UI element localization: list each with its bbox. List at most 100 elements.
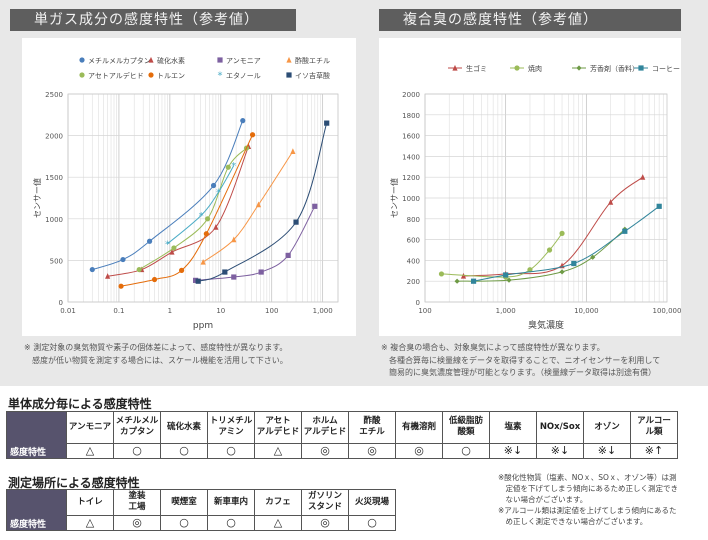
data-point: [324, 120, 330, 126]
legend-label: 芳香剤（香料）: [590, 64, 639, 73]
data-point: [285, 252, 291, 259]
y-tick-label: 2000: [45, 133, 63, 141]
data-point: [503, 272, 509, 278]
note-line: ※ 複合臭の場合も、対象臭気によって感度特性が異なります。: [381, 343, 605, 352]
x-tick-label: 10: [216, 307, 225, 315]
y-tick-label: 600: [407, 237, 420, 245]
column-header: アンモニア: [66, 411, 114, 444]
footnotes: ※酸化性物質（塩素、NOｘ、SOｘ、オゾン等）は測 定値を下げてしまう傾向にある…: [498, 472, 703, 527]
sensitivity-value: ※↓: [489, 442, 537, 460]
note-line: 感度が低い物質を測定する場合には、スケール機能を活用して下さい。: [24, 355, 288, 365]
series: [136, 145, 250, 273]
data-point: [290, 148, 296, 155]
data-point: [171, 245, 177, 251]
column-header: 酢酸 エチル: [348, 411, 396, 444]
data-point: [559, 230, 565, 236]
y-tick-label: 2000: [402, 91, 420, 99]
series-line: [195, 206, 316, 281]
legend-label: 硫化水素: [157, 56, 185, 65]
note-line: 簡易的に臭気濃度管理が可能となります。（検量線データ取得は別途有償）: [381, 368, 656, 377]
complex-odor-chart-panel: 0 200 400 600 800 1000 1200 1400 1600 1800 2000 100…: [379, 38, 681, 336]
data-point: [258, 269, 264, 275]
data-point: [120, 256, 126, 263]
sensitivity-value: △: [66, 514, 114, 532]
data-point: [240, 118, 246, 124]
x-axis-label: 臭気濃度: [528, 319, 564, 331]
y-tick-label: 1200: [402, 174, 420, 182]
data-point: [249, 132, 256, 138]
data-point: [169, 248, 175, 255]
y-tick-label: 1000: [45, 216, 63, 224]
data-point: [656, 203, 662, 209]
sensitivity-value: ◎: [395, 442, 443, 460]
data-point: [146, 238, 153, 244]
legend-label: メチルメルカプタン: [88, 56, 151, 65]
y-tick-label: 500: [50, 257, 63, 265]
column-header: 新車車内: [207, 489, 255, 516]
y-tick-label: 1500: [45, 174, 63, 182]
legend-label: トルエン: [157, 72, 185, 80]
x-tick-label: 1,000: [496, 307, 516, 315]
note-line: ※ 測定対象の臭気物質や素子の個体差によって、感度特性が異なります。: [24, 343, 288, 352]
legend-label: イソ吉草酸: [295, 71, 330, 80]
x-tick-label: 1: [168, 307, 172, 315]
plot-area: [424, 93, 668, 303]
sensitivity-value: ○: [160, 514, 208, 532]
series: * * * *: [165, 161, 236, 250]
legend-label: コーヒー: [652, 65, 680, 73]
data-point: [148, 56, 154, 63]
x-tick-label: 100: [265, 307, 278, 315]
series-line: [198, 122, 328, 282]
data-point: [213, 224, 219, 230]
legend-label: エタノール: [226, 71, 261, 80]
x-tick-label: 100: [418, 307, 431, 315]
series: [118, 132, 256, 289]
series-line: [202, 151, 294, 263]
y-tick-label: 1400: [402, 153, 420, 161]
data-point: [136, 266, 142, 273]
sensitivity-value: ◎: [348, 442, 396, 460]
data-point: [576, 65, 582, 71]
footnote-line: ない場合がございます。: [498, 495, 588, 504]
sensitivity-value: △: [254, 514, 302, 532]
column-header: アルコー ル類: [630, 411, 678, 444]
series-line: [167, 165, 235, 245]
sensitivity-value: ○: [348, 514, 396, 532]
row-label-text: 感度特性: [10, 520, 47, 530]
data-point: *: [231, 161, 236, 172]
footnote-line: め正しく測定できない場合がございます。: [498, 517, 648, 526]
right-chart-title: 複合臭の感度特性（参考値）: [379, 9, 681, 31]
series: [192, 203, 318, 283]
footnote-line: ※酸化性物質（塩素、NOｘ、SOｘ、オゾン等）は測: [498, 473, 677, 482]
data-point: [608, 199, 614, 205]
y-axis-label: センサー値: [389, 178, 399, 218]
sensitivity-value: ○: [113, 442, 161, 460]
y-tick-label: 1800: [402, 112, 420, 120]
series: [438, 230, 565, 280]
data-point: [546, 247, 553, 253]
column-header: ホルム アルデヒド: [301, 411, 349, 444]
series: [200, 148, 296, 265]
data-point: [438, 271, 445, 277]
footnote-line: ※アルコール類は測定値を上げてしまう傾向にあるた: [498, 506, 677, 515]
sensitivity-value: ○: [160, 442, 208, 460]
left-chart-title: 単ガス成分の感度特性（参考値）: [10, 9, 296, 31]
location-table: 感度特性 トイレ 塗装 工場 喫煙室 新車車内 カフェ ガソリン スタンド 火災現場 △ ◎ ○ ○ △…: [6, 489, 396, 532]
data-point: [286, 72, 292, 78]
y-tick-label: 2500: [45, 91, 63, 99]
y-tick-label: 800: [407, 216, 420, 224]
data-point: [638, 65, 644, 71]
x-tick-label: 100,000: [653, 307, 681, 315]
data-point: [179, 267, 185, 273]
data-point: [200, 258, 206, 265]
data-point: *: [218, 71, 223, 82]
single-gas-chart-panel: 0 500 1000 1500 2000 2500 0.01 0.1 1 10 100 1,000 セン…: [22, 38, 356, 336]
column-header: 塩素: [489, 411, 537, 444]
x-axis-label: ppm: [193, 321, 213, 331]
grid-lines: [424, 93, 667, 303]
column-header: 火災現場: [348, 489, 396, 516]
column-header: トリメチル アミン: [207, 411, 255, 444]
data-point: [89, 266, 95, 273]
